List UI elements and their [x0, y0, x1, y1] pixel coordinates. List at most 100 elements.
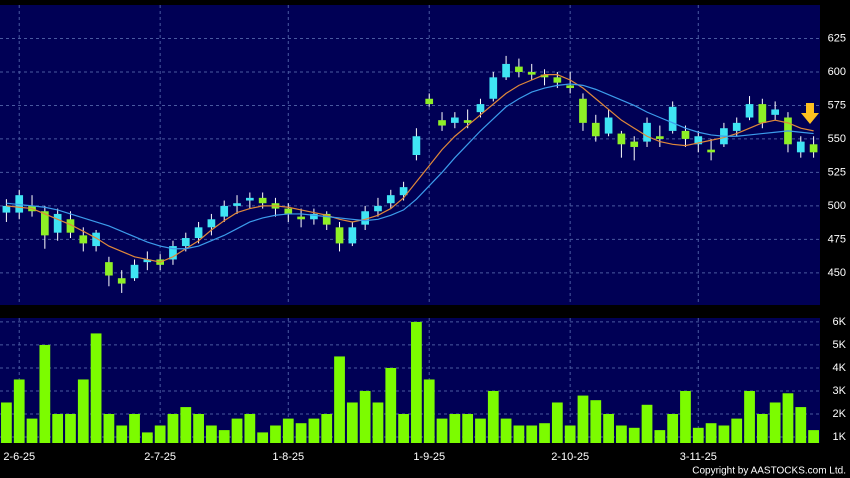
volume-bar [359, 390, 371, 443]
y-tick-label: 3K [833, 385, 847, 397]
y-tick-label: 4K [833, 362, 847, 374]
candle-body [233, 203, 241, 206]
y-tick-label: 450 [828, 267, 846, 279]
candle-body [181, 238, 190, 247]
candle-body [681, 130, 690, 139]
volume-bar [77, 379, 89, 443]
candle-body [579, 98, 587, 123]
volume-bar [411, 321, 422, 443]
candle-body [540, 74, 549, 78]
volume-bar [270, 425, 281, 443]
marks [1, 55, 819, 443]
volume-bar [244, 413, 256, 443]
candle-body [335, 227, 344, 244]
y-tick-label: 5K [833, 339, 847, 351]
volume-bar [500, 418, 512, 443]
volume-bar [744, 390, 755, 443]
copyright: Copyright by AASTOCKS.com Ltd. [692, 466, 846, 477]
candle-body [246, 197, 254, 201]
volume-bar [141, 432, 153, 443]
volume-bar [116, 425, 128, 443]
candle-body [105, 262, 113, 276]
y-tick-label: 500 [828, 200, 846, 212]
candle-body [489, 77, 498, 99]
volume-bar [52, 413, 64, 443]
candle-body [656, 136, 664, 139]
candle-body [310, 213, 318, 220]
volume-bar [282, 418, 294, 443]
y-tick-label: 6K [833, 316, 847, 328]
candle-body [425, 98, 434, 105]
x-tick-label: 2-6-25 [3, 451, 35, 463]
x-tick-label: 2-7-25 [144, 451, 176, 463]
candle-body [207, 219, 216, 228]
volume-bar [372, 402, 384, 443]
candle-body [796, 141, 805, 153]
volume-bar [449, 413, 461, 443]
candle-body [591, 122, 600, 137]
volume-bar [808, 430, 819, 443]
volume-bar [423, 379, 435, 443]
volume-bar [795, 407, 807, 443]
candle-body [386, 195, 395, 204]
candle-body [643, 122, 651, 142]
candle-body [566, 85, 574, 89]
volume-bar [39, 344, 51, 443]
candle-body [322, 213, 331, 225]
candle-body [361, 211, 369, 225]
candle-body [258, 197, 267, 204]
volume-bar [680, 390, 691, 443]
volume-bar [295, 423, 307, 443]
volume-bar [321, 413, 333, 443]
candle-body [117, 278, 126, 284]
candle-body [617, 133, 626, 145]
candle-body [220, 205, 229, 217]
y-tick-label: 550 [828, 133, 846, 145]
volume-bar [334, 356, 345, 443]
candle-body [412, 136, 421, 155]
volume-bar [628, 427, 640, 443]
volume-bar [346, 402, 358, 443]
y-tick-label: 625 [828, 32, 846, 44]
candle-body [732, 122, 741, 131]
candle-body [694, 136, 703, 145]
y-tick-label: 600 [828, 66, 846, 78]
candle-body [79, 235, 88, 244]
candle-body [143, 259, 152, 263]
x-tick-label: 1-8-25 [272, 451, 304, 463]
volume-bar [539, 423, 550, 443]
volume-bar [398, 413, 409, 443]
volume-bar [103, 413, 115, 443]
candle-body [463, 120, 472, 123]
candle-body [297, 216, 305, 220]
candle-body [668, 106, 677, 131]
candle-body [130, 264, 139, 279]
candle-body [630, 141, 639, 147]
arrow-icon [801, 103, 819, 124]
volume-bar [654, 430, 666, 443]
volume-bar [231, 418, 243, 443]
volume-bar [756, 413, 768, 443]
y-tick-label: 1K [833, 431, 847, 443]
volume-bar [603, 413, 614, 443]
volume-bar [1, 402, 12, 443]
volume-bar [308, 418, 320, 443]
candle-body [169, 246, 177, 260]
volume-bar [705, 423, 717, 443]
volume-bar [167, 413, 179, 443]
ma-line [6, 74, 814, 263]
volume-bar [218, 430, 230, 443]
volume-bar [129, 413, 140, 443]
volume-bar [782, 393, 794, 443]
volume-bar [26, 418, 38, 443]
candle-body [745, 104, 754, 118]
candle-body [66, 219, 75, 233]
volume-bar [641, 404, 653, 443]
volume-bar [718, 425, 730, 443]
candle-body [399, 187, 408, 196]
volume-bar [436, 418, 448, 443]
volume-bar [154, 425, 166, 443]
volume-bar [526, 425, 538, 443]
volume-bar [65, 413, 76, 443]
